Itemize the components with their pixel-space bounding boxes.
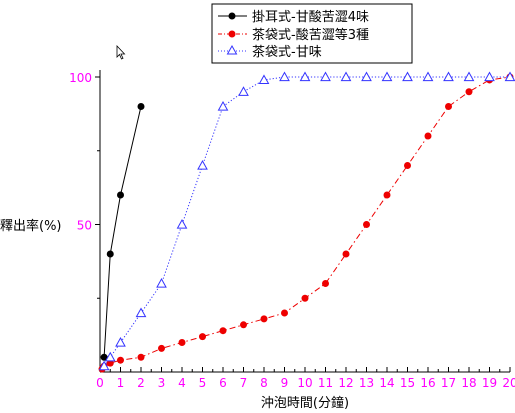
x-tick-label: 4	[178, 376, 186, 390]
series-line	[103, 106, 142, 358]
y-axis-title: 釋出率(%)	[0, 218, 62, 234]
data-point	[100, 353, 108, 361]
x-tick-label: 3	[158, 376, 166, 390]
data-point	[422, 71, 434, 82]
series-1	[100, 103, 145, 361]
data-point	[258, 74, 270, 85]
legend-label-1: 掛耳式-甘酸苦澀4味	[252, 9, 369, 25]
x-tick-label: 16	[420, 376, 435, 390]
data-point	[137, 103, 145, 110]
data-point	[363, 221, 370, 228]
data-point	[219, 327, 227, 335]
y-tick-label: 50	[77, 219, 92, 233]
data-point	[238, 86, 249, 96]
x-tick-label: 15	[400, 376, 415, 390]
legend-item-3: 茶袋式-甘味	[218, 44, 322, 60]
x-tick-label: 9	[281, 376, 289, 390]
legend-item-1: 掛耳式-甘酸苦澀4味	[218, 9, 369, 25]
x-tick-label: 10	[297, 376, 312, 390]
data-point	[115, 336, 126, 347]
x-tick-label: 18	[461, 376, 476, 390]
data-point	[137, 353, 145, 361]
data-point	[117, 191, 124, 199]
data-point	[340, 71, 352, 82]
series-3	[98, 71, 515, 371]
series-line	[101, 76, 511, 370]
data-point	[381, 71, 393, 82]
data-point	[402, 71, 413, 82]
data-point	[197, 159, 208, 170]
data-point	[322, 280, 329, 287]
data-point	[178, 339, 186, 346]
x-tick-label: 11	[318, 376, 333, 390]
data-point	[320, 71, 331, 82]
data-point	[279, 71, 290, 82]
data-point	[445, 103, 452, 110]
data-point	[465, 88, 473, 96]
x-tick-label: 0	[96, 376, 104, 390]
data-point	[260, 315, 268, 323]
x-tick-label: 6	[219, 376, 227, 390]
y-tick-label: 100	[69, 71, 92, 85]
x-tick-label: 7	[240, 376, 248, 390]
x-tick-label: 5	[199, 376, 207, 390]
x-tick-label: 20	[502, 376, 515, 390]
x-tick-label: 2	[137, 376, 145, 390]
data-point	[117, 356, 124, 364]
x-tick-label: 14	[379, 376, 394, 390]
x-tick-label: 19	[482, 376, 497, 390]
series-layer	[98, 71, 515, 373]
data-point	[240, 321, 247, 329]
data-point	[106, 250, 114, 258]
mouse-cursor-icon	[116, 44, 126, 60]
x-tick-label: 8	[260, 376, 268, 390]
data-point	[463, 71, 475, 82]
legend: 掛耳式-甘酸苦澀4味 茶袋式-酸苦澀等3種 茶袋式-甘味	[211, 3, 413, 64]
x-ticks: 0 1 2 3 4 5 6 7 8 9 10 11 12 13 14 15 16 17 18 19 20	[96, 367, 515, 390]
data-point	[424, 132, 432, 140]
data-point	[106, 359, 114, 367]
data-point	[342, 250, 350, 258]
legend-label-3: 茶袋式-甘味	[252, 44, 322, 60]
legend-marker-3	[226, 44, 238, 55]
data-point	[158, 344, 165, 352]
x-tick-label: 1	[117, 376, 125, 390]
data-point	[404, 162, 411, 169]
data-point	[383, 191, 391, 199]
x-tick-label: 17	[441, 376, 456, 390]
x-tick-label: 13	[359, 376, 374, 390]
data-point	[156, 277, 167, 288]
data-point	[98, 360, 110, 371]
legend-label-2: 茶袋式-酸苦澀等3種	[252, 27, 369, 43]
data-point	[104, 351, 116, 362]
y-ticks: 50 100	[69, 71, 100, 299]
data-point	[199, 333, 206, 341]
series-2	[98, 73, 514, 373]
data-point	[135, 307, 147, 318]
data-point	[281, 309, 288, 317]
legend-marker-1	[228, 12, 236, 20]
data-point	[301, 294, 309, 302]
data-point	[504, 71, 515, 82]
data-point	[217, 100, 229, 111]
legend-item-2: 茶袋式-酸苦澀等3種	[218, 27, 369, 43]
legend-marker-2	[228, 30, 236, 38]
data-point	[484, 71, 495, 82]
series-line	[103, 76, 510, 367]
data-point	[176, 218, 188, 229]
data-point	[361, 71, 372, 82]
x-tick-label: 12	[338, 376, 353, 390]
data-point	[299, 71, 311, 82]
data-point	[443, 71, 454, 82]
x-axis-title: 沖泡時間(分鐘)	[261, 395, 349, 411]
